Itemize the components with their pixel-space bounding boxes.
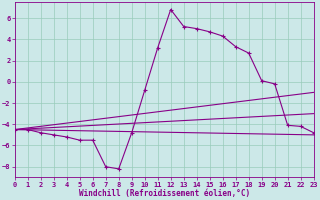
- X-axis label: Windchill (Refroidissement éolien,°C): Windchill (Refroidissement éolien,°C): [79, 189, 250, 198]
